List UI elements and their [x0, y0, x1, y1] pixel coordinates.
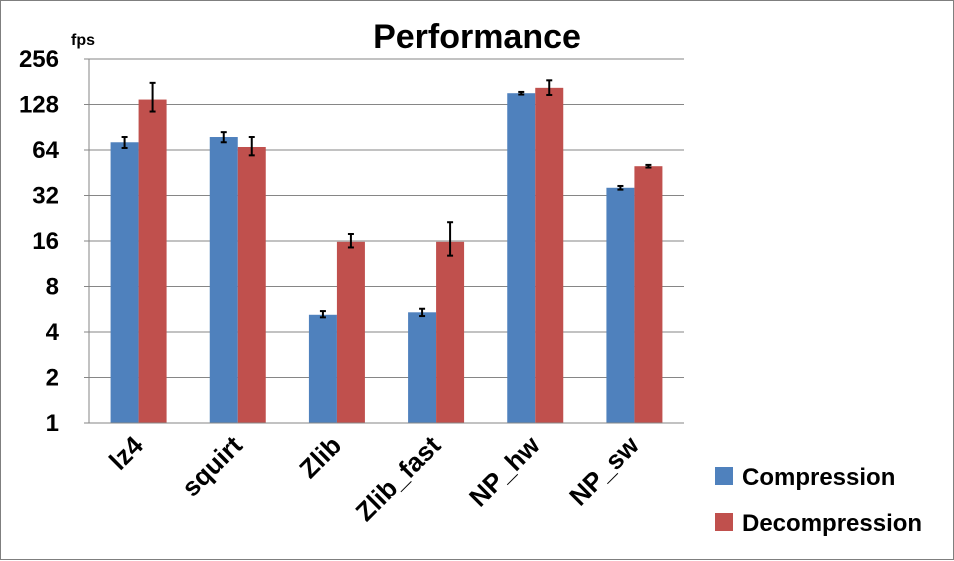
error-bars: [89, 79, 684, 424]
legend-swatch: [715, 467, 733, 485]
chart-title: Performance: [373, 18, 581, 56]
x-tick-label: squirt: [176, 430, 249, 503]
legend-item-decompression: Decompression: [715, 510, 922, 537]
x-axis-ticks: lz4 squirt Zlib Zlib_fast NP_hw NP_sw: [103, 429, 645, 526]
bar-compression-zlib: [308, 314, 337, 423]
bar-decompression-squirt: [237, 146, 266, 424]
x-tick-label: Zlib: [293, 430, 347, 484]
legend-item-compression: Compression: [715, 464, 895, 491]
y-tick-label: 2: [46, 365, 59, 392]
legend-swatch: [715, 513, 733, 531]
legend-label: Compression: [742, 464, 895, 491]
bars: [110, 87, 663, 424]
y-tick-label: 64: [32, 137, 59, 164]
legend-label: Decompression: [742, 510, 922, 537]
y-tick-label: 16: [32, 228, 59, 255]
x-tick-label: NP_hw: [463, 429, 546, 512]
bar-decompression-lz4: [138, 99, 167, 423]
x-tick-label: NP_sw: [563, 429, 645, 511]
bar-compression-np_sw: [606, 187, 635, 423]
bar-compression-lz4: [110, 142, 139, 423]
x-tick-label: lz4: [103, 430, 149, 476]
y-tick-label: 32: [32, 183, 59, 210]
bar-decompression-zlib_fast: [436, 241, 465, 423]
bar-compression-zlib_fast: [408, 312, 437, 423]
bar-compression-np_hw: [507, 93, 536, 423]
gridlines: [84, 58, 684, 424]
y-tick-label: 8: [46, 274, 59, 301]
x-tick-label: Zlib_fast: [350, 430, 447, 527]
y-tick-label: 256: [19, 46, 59, 73]
bar-compression-squirt: [209, 137, 238, 423]
y-tick-label: 4: [46, 319, 60, 346]
y-axis-unit: fps: [71, 32, 95, 49]
y-tick-label: 128: [19, 92, 59, 119]
y-tick-label: 1: [46, 410, 59, 437]
y-axis-ticks: 1 2 4 8 16 32 64 128 256: [19, 46, 60, 437]
bar-decompression-np_hw: [535, 87, 564, 423]
bar-decompression-zlib: [336, 241, 365, 423]
legend: Compression Decompression: [715, 464, 922, 537]
bar-decompression-np_sw: [634, 166, 663, 424]
